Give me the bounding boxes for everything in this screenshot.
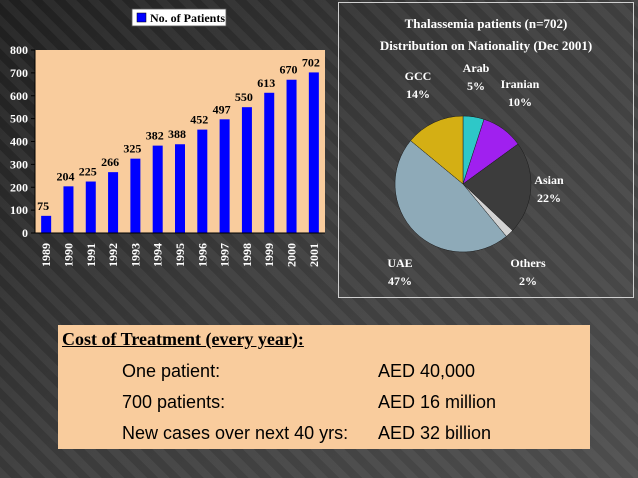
data-label: 613 bbox=[257, 76, 275, 90]
bar-1997 bbox=[219, 119, 230, 233]
pie-label: GCC bbox=[405, 69, 432, 83]
y-tick-label: 100 bbox=[10, 203, 28, 217]
cost-label: One patient: bbox=[122, 361, 221, 381]
cost-title: Cost of Treatment (every year): bbox=[62, 329, 304, 349]
data-label: 702 bbox=[302, 55, 320, 69]
bar-1995 bbox=[175, 144, 185, 233]
x-tick-label: 1998 bbox=[240, 243, 254, 267]
pie-slice-uae bbox=[394, 140, 507, 253]
y-axis: 0 100 200 300 400 500 600 700 800 bbox=[10, 43, 36, 240]
x-tick-label: 1992 bbox=[106, 243, 120, 267]
x-axis: 1989 1990 1991 1992 1993 1994 1995 1996 1997 1998… bbox=[35, 232, 325, 267]
data-label: 388 bbox=[168, 127, 186, 141]
x-tick-label: 1999 bbox=[262, 243, 276, 267]
pie-title: Thalassemia patients (n=702) bbox=[405, 16, 568, 31]
data-label: 670 bbox=[280, 63, 298, 77]
pie-label: Asian bbox=[534, 173, 564, 187]
x-tick-label: 1989 bbox=[39, 243, 53, 267]
pie-percent: 47% bbox=[388, 274, 412, 288]
pie-percent: 22% bbox=[537, 191, 561, 205]
x-tick-label: 1990 bbox=[61, 243, 75, 267]
pie-percent: 14% bbox=[406, 87, 430, 101]
cost-value: AED 40,000 bbox=[378, 361, 476, 381]
bar-1989 bbox=[41, 215, 52, 233]
data-label: 325 bbox=[123, 142, 141, 156]
data-label: 75 bbox=[37, 199, 49, 213]
nationality-pie-panel: Thalassemia patients (n=702) Distributio… bbox=[338, 2, 634, 298]
data-label: 550 bbox=[235, 90, 253, 104]
bar-2001 bbox=[308, 72, 319, 233]
legend-box bbox=[131, 8, 227, 27]
bar-1999 bbox=[264, 92, 275, 234]
legend-label: No. of Patients bbox=[150, 11, 225, 25]
bar-1991 bbox=[85, 181, 96, 233]
pie-slices bbox=[394, 115, 532, 253]
bars: 75 204 225 266 325 382 388 452 497 550 613 670 702 bbox=[37, 55, 320, 234]
y-tick-label: 600 bbox=[10, 89, 28, 103]
cost-label: 700 patients: bbox=[122, 392, 226, 412]
pie-percent: 2% bbox=[519, 274, 537, 288]
x-tick-label: 1995 bbox=[173, 243, 187, 267]
pie-percent: 5% bbox=[467, 79, 485, 93]
x-tick-label: 1993 bbox=[128, 243, 142, 267]
data-label: 382 bbox=[146, 129, 164, 143]
bar-1993 bbox=[130, 158, 141, 233]
pie-label: Others bbox=[510, 256, 546, 270]
bar-legend: No. of Patients bbox=[131, 8, 227, 27]
cost-row: One patient: AED 40,000 bbox=[58, 361, 590, 385]
cost-value: AED 16 million bbox=[378, 392, 497, 412]
pie-subtitle: Distribution on Nationality (Dec 2001) bbox=[380, 38, 592, 53]
y-tick-label: 500 bbox=[10, 112, 28, 126]
cost-value: AED 32 billion bbox=[378, 423, 492, 443]
bar-1992 bbox=[108, 172, 119, 233]
y-tick-label: 200 bbox=[10, 180, 28, 194]
pie-percent: 10% bbox=[508, 95, 532, 109]
data-label: 452 bbox=[190, 113, 208, 127]
patients-bar-chart: No. of Patients 0 100 200 300 400 500 600 700 80… bbox=[10, 8, 325, 267]
bar-1996 bbox=[197, 129, 208, 233]
x-tick-label: 1997 bbox=[218, 243, 232, 267]
x-tick-label: 1996 bbox=[195, 243, 209, 267]
x-tick-label: 2000 bbox=[285, 243, 299, 267]
cost-label: New cases over next 40 yrs: bbox=[122, 423, 349, 443]
data-label: 497 bbox=[213, 102, 231, 116]
pie-label: UAE bbox=[387, 256, 412, 270]
x-tick-label: 1991 bbox=[84, 243, 98, 267]
cost-of-treatment-box: Cost of Treatment (every year): One pati… bbox=[58, 325, 590, 449]
y-tick-label: 300 bbox=[10, 157, 28, 171]
data-label: 266 bbox=[101, 155, 119, 169]
pie-slice-gcc bbox=[410, 115, 464, 185]
data-label: 225 bbox=[79, 165, 97, 179]
cost-row: New cases over next 40 yrs: AED 32 billi… bbox=[58, 423, 590, 447]
bar-1990 bbox=[63, 186, 74, 233]
pie-panel-border bbox=[338, 2, 634, 298]
cost-row: 700 patients: AED 16 million bbox=[58, 392, 590, 416]
pie-slice-asian bbox=[462, 143, 532, 231]
pie-label: Iranian bbox=[501, 77, 540, 91]
bar-1998 bbox=[241, 107, 252, 233]
y-tick-label: 0 bbox=[22, 226, 28, 240]
y-tick-label: 700 bbox=[10, 66, 28, 80]
pie-labels: Arab 5% Iranian 10% Asian 22% Others 2% UAE 47% GC… bbox=[387, 61, 564, 288]
y-tick-label: 800 bbox=[10, 43, 28, 57]
data-label: 204 bbox=[56, 169, 74, 183]
y-tick-label: 400 bbox=[10, 135, 28, 149]
bar-2000 bbox=[286, 79, 297, 233]
legend-swatch bbox=[136, 12, 147, 23]
bar-1994 bbox=[152, 145, 163, 233]
pie-label: Arab bbox=[463, 61, 490, 75]
x-tick-label: 1994 bbox=[151, 243, 165, 267]
x-tick-label: 2001 bbox=[307, 243, 321, 267]
